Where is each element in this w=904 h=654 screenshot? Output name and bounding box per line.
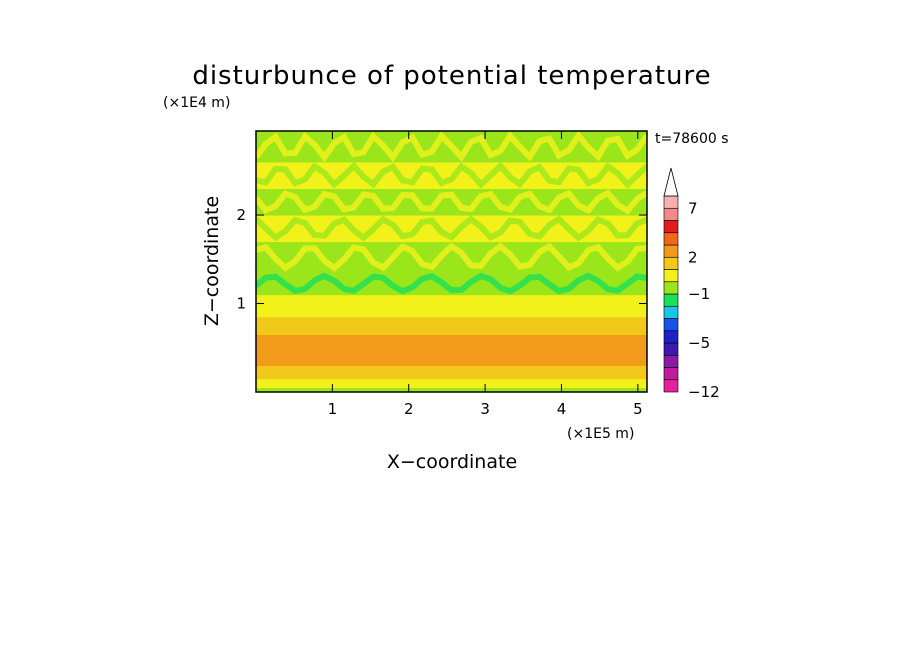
- colorbar-segment: [663, 220, 679, 234]
- x-tick-label: 2: [404, 400, 414, 418]
- y-unit-label: (×1E4 m): [163, 95, 230, 111]
- colorbar-segment: [663, 342, 679, 356]
- colorbar-tick-label: −1: [688, 285, 710, 303]
- colorbar-segment: [663, 379, 679, 393]
- colorbar-tick-label: 2: [688, 248, 698, 266]
- colorbar: 7 2 −1 −5 −12: [663, 167, 720, 401]
- x-axis-label: X−coordinate: [387, 451, 517, 473]
- chart-title: disturbunce of potential temperature: [192, 61, 711, 91]
- x-tick-label: 5: [633, 400, 643, 418]
- colorbar-segment: [663, 293, 679, 307]
- colorbar-segment: [663, 305, 679, 319]
- colorbar-segment: [663, 318, 679, 332]
- colorbar-tick-label: −5: [688, 334, 710, 352]
- field-wave: [256, 131, 647, 163]
- colorbar-segment: [663, 256, 679, 270]
- x-axis: 1 2 3 4 5: [328, 131, 643, 418]
- x-unit-label: (×1E5 m): [567, 426, 634, 442]
- contour-field: [256, 131, 647, 392]
- field-layer: [256, 378, 647, 389]
- time-label: t=78600 s: [655, 131, 729, 147]
- y-axis: 12: [236, 206, 647, 313]
- field-wave: [256, 242, 647, 272]
- y-tick-label: 2: [236, 206, 246, 224]
- colorbar-segment: [663, 281, 679, 295]
- colorbar-tick-label: 7: [688, 199, 698, 217]
- x-tick-label: 4: [557, 400, 567, 418]
- x-tick-label: 3: [480, 400, 490, 418]
- y-tick-label: 1: [236, 295, 246, 313]
- colorbar-segment: [663, 195, 679, 209]
- x-tick-label: 1: [328, 400, 338, 418]
- field-layer: [256, 334, 647, 366]
- colorbar-tick-label: −12: [688, 383, 720, 401]
- colorbar-extend-arrow: [663, 167, 679, 197]
- colorbar-segment: [663, 232, 679, 246]
- y-axis-label: Z−coordinate: [201, 196, 223, 326]
- field-layer: [256, 316, 647, 335]
- field-layer: [256, 387, 647, 392]
- colorbar-segment: [663, 269, 679, 283]
- field-wave: [256, 272, 647, 295]
- field-wave: [256, 189, 647, 215]
- colorbar-segment: [663, 354, 679, 368]
- plot-frame: [255, 130, 648, 393]
- field-wave: [256, 215, 647, 242]
- field-layer: [256, 365, 647, 380]
- field-wave: [256, 161, 647, 189]
- field-layer: [256, 294, 647, 318]
- colorbar-segment: [663, 244, 679, 258]
- colorbar-segment: [663, 367, 679, 381]
- colorbar-segment: [663, 330, 679, 344]
- colorbar-segment: [663, 207, 679, 221]
